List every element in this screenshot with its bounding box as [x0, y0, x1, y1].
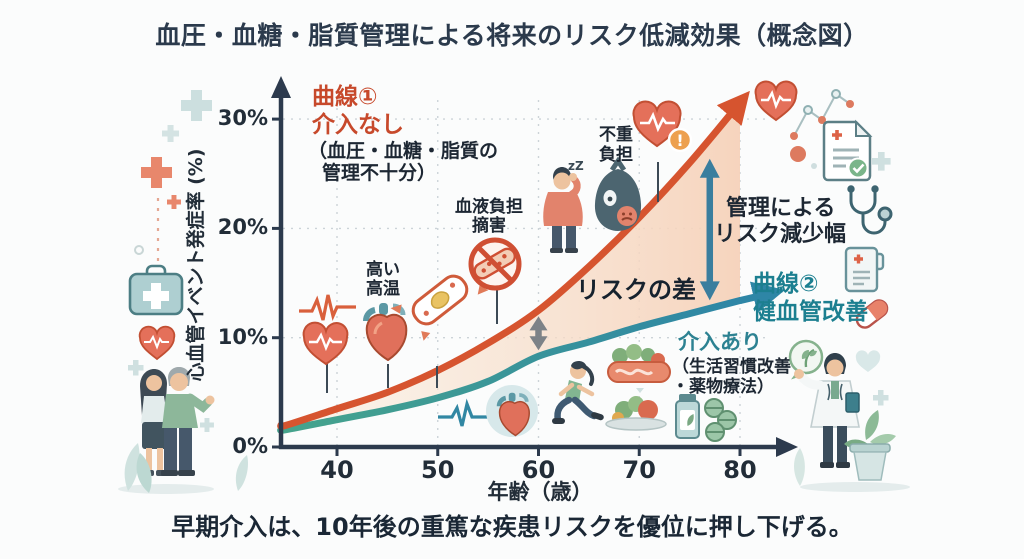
axes [278, 94, 780, 450]
ecg-line-teal-icon [438, 398, 490, 427]
plus-icon [872, 152, 891, 171]
x-tick-70: 70 [622, 456, 656, 484]
intervention-detail: ・薬物療法） [672, 377, 774, 397]
doctor-illustration [794, 353, 860, 468]
intervention-label: 介入あり [678, 330, 762, 354]
bottom-caption: 早期介入は、10年後の重篤な疾患リスクを優位に押し下げる。 [171, 513, 853, 541]
annotation-stems [326, 162, 659, 393]
x-axis-label: 年齢（歳） [487, 480, 593, 504]
annotation-high-bp: 高い [366, 260, 400, 280]
potted-plant-illustration [844, 410, 896, 481]
annotation-burden: 負担 [599, 145, 633, 165]
heart-circle-icon [486, 385, 538, 437]
leaf-decoration [124, 443, 140, 491]
medical-report-icon [822, 119, 873, 182]
medical-folder-icon [844, 246, 885, 293]
risk-reduction-label: リスク減少幅 [714, 222, 847, 247]
heart-pulse-icon [302, 321, 349, 366]
heart-decoration [855, 350, 881, 372]
intervention-detail: （生活習慣改善 [672, 357, 791, 377]
risk-reduction-label: 管理による [726, 196, 836, 221]
comparison-arrows [529, 158, 720, 351]
plus-icon [200, 418, 214, 432]
x-axis-arrow [776, 437, 798, 457]
y-tick-30: 30% [217, 106, 268, 131]
tired-person-icon: zZ [543, 159, 584, 253]
y-axis-label: 心血管イベント発症率 (%) [185, 148, 208, 382]
annotation-high-bp: 高温 [366, 279, 400, 299]
x-tick-40: 40 [320, 456, 354, 484]
cross-icon [181, 90, 212, 121]
elderly-couple-illustration [140, 367, 215, 476]
burden-bag-icon [594, 156, 642, 231]
cross-icon [141, 157, 172, 188]
leaf-decoration [235, 455, 248, 491]
risk-gap-label: リスクの差 [576, 276, 696, 304]
page-title: 血圧・血糖・脂質管理による将来のリスク低減効果（概念図） [155, 21, 869, 50]
x-tick-60: 60 [521, 456, 556, 484]
heart-pulse-icon [138, 325, 176, 361]
plus-icon [162, 125, 180, 143]
svg-text:!: ! [676, 131, 683, 150]
node-graph-icon [790, 89, 854, 169]
plus-icon [167, 195, 181, 209]
tick-marks [272, 117, 742, 456]
stethoscope-icon [847, 185, 893, 235]
pill-capsule-icon [855, 299, 889, 329]
curve-intervention-arrow [739, 281, 785, 314]
leaf-decoration [794, 448, 805, 486]
y-tick-20: 20% [217, 215, 268, 240]
y-axis-arrow [271, 76, 291, 98]
plus-icon [873, 390, 889, 406]
annotation-vessel-damage: 摘害 [472, 216, 506, 236]
supplements-icon [675, 394, 737, 442]
y-tick-10: 10% [217, 324, 268, 349]
curve-no-intervention [277, 90, 750, 430]
ground-shadow [800, 482, 910, 492]
svg-text:zZ: zZ [568, 159, 584, 173]
y-tick-0: 0% [232, 434, 268, 458]
curve1-label-title: 曲線① [312, 84, 378, 110]
heart-pulse-icon [754, 80, 798, 122]
risk-gap-area [280, 102, 740, 430]
curve2-label-subtitle: 健血管改善 [753, 299, 868, 325]
curve-intervention [277, 297, 744, 434]
x-tick-80: 80 [723, 456, 757, 484]
curve1-label-detail: （血圧・血糖・脂質の [308, 140, 499, 162]
risk-reduction-arrow [699, 158, 720, 301]
anatomical-heart-icon [363, 303, 408, 362]
dot-decoration [134, 245, 144, 255]
blocked-artery-icon [468, 237, 522, 291]
curve2-label-title: 曲線② [753, 271, 819, 297]
ecg-line-red-icon [299, 294, 356, 321]
annotation-burden: 不重 [599, 125, 633, 145]
ground-shadow [118, 484, 214, 494]
leaf-decoration [136, 453, 152, 493]
healthy-food-icon [605, 344, 671, 431]
damaged-vessel-icon [390, 274, 489, 341]
curve1-label-detail: 管理不十分） [322, 162, 437, 184]
annotation-vessel-damage: 血液負担 [455, 197, 523, 217]
runner-icon [552, 360, 604, 424]
first-aid-kit-icon [128, 264, 184, 316]
plus-icon [128, 360, 144, 376]
curve1-label-subtitle: 介入なし [312, 112, 404, 138]
risk-gap-arrow [529, 316, 548, 351]
heart-alert-icon: ! [632, 100, 693, 153]
x-tick-50: 50 [421, 456, 455, 484]
